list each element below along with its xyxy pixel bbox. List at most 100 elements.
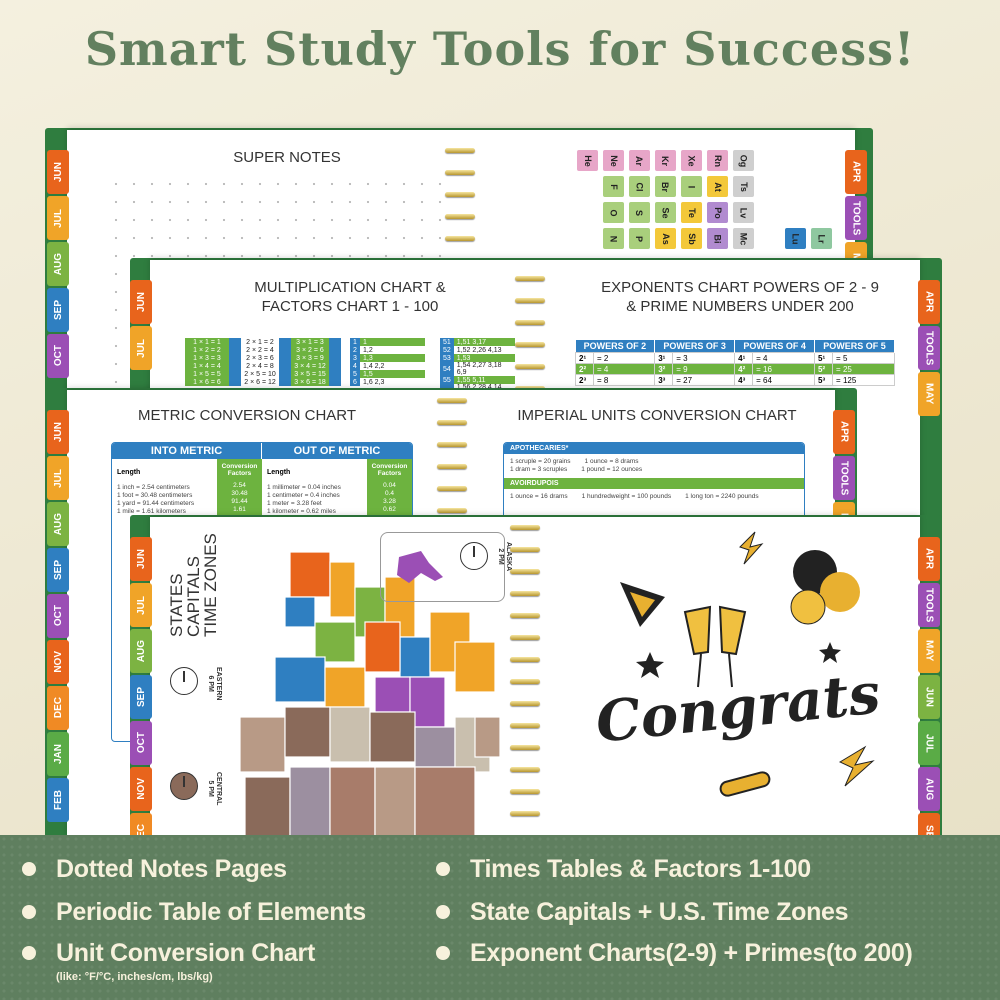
factor-header: Conversion Factors (221, 463, 258, 477)
state-shape (414, 726, 456, 768)
table-row: 53 1,53 (440, 354, 515, 362)
tab-nov[interactable]: NOV (130, 767, 152, 811)
factor-list: 1,54 2,27 3,18 6,9 (453, 362, 515, 376)
tab-apr[interactable]: APR (845, 150, 867, 194)
multiplication-cell: 2 × 5 = 10 (235, 370, 291, 378)
tab-apr[interactable]: APR (833, 410, 855, 454)
element-i: I (681, 176, 702, 197)
tab-aug[interactable]: AUG (47, 242, 69, 286)
exponent-base: 5¹ (814, 352, 834, 364)
exponent-header: POWERS OF 4 (734, 340, 816, 353)
time-zone-label: EASTERN 6 PM (207, 667, 222, 701)
tab-jan[interactable]: JAN (47, 732, 69, 776)
spiral-ring (510, 657, 540, 662)
element-at: At (707, 176, 728, 197)
tab-apr[interactable]: APR (918, 280, 940, 324)
tab-feb[interactable]: FEB (47, 778, 69, 822)
multiplication-cell: 2 × 3 = 6 (235, 354, 291, 362)
multiplication-cell: 1 × 4 = 4 (185, 362, 241, 370)
tab-jul[interactable]: JUL (918, 721, 940, 765)
conversion-row: 1 ounce = 16 drams 1 hundredweight = 100 … (510, 493, 759, 500)
tab-may[interactable]: MAY (918, 629, 940, 673)
diploma-icon (719, 771, 771, 797)
conversion-factor: 2.54 (233, 482, 246, 489)
tab-jun[interactable]: JUN (918, 675, 940, 719)
table-row: 2² = 4 3² = 9 4² = 16 5² = 25 (575, 363, 895, 375)
feature-item: Dotted Notes Pages (22, 855, 287, 883)
conversion-row: 1 foot = 30.48 centimeters (117, 492, 193, 499)
tab-oct[interactable]: OCT (130, 721, 152, 765)
tab-aug[interactable]: AUG (47, 502, 69, 546)
element-lu: Lu (785, 228, 806, 249)
state-shape (289, 766, 331, 837)
state-shape (374, 766, 416, 837)
tab-nov[interactable]: NOV (47, 640, 69, 684)
tab-aug[interactable]: AUG (918, 767, 940, 811)
tab-dec[interactable]: DEC (47, 686, 69, 730)
page-title: SUPER NOTES (233, 149, 341, 166)
tab-tools[interactable]: TOOLS (918, 583, 940, 627)
tab-sep[interactable]: SEP (130, 675, 152, 719)
tab-jun[interactable]: JUN (47, 150, 69, 194)
tab-jun[interactable]: JUN (47, 410, 69, 454)
tab-oct[interactable]: OCT (47, 334, 69, 378)
multiplication-cell: 2 × 1 = 2 (235, 338, 291, 346)
table-row: 5 1,5 (350, 370, 425, 378)
element-po: Po (707, 202, 728, 223)
exponent-value: = 16 (752, 363, 816, 375)
state-shape (274, 656, 326, 703)
element-sb: Sb (681, 228, 702, 249)
factor-list: 1,4 2,2 (360, 362, 425, 370)
tab-tools[interactable]: TOOLS (845, 196, 867, 240)
tab-aug[interactable]: AUG (130, 629, 152, 673)
feature-item: Exponent Charts(2-9) + Primes(to 200) (436, 939, 913, 967)
exponents-table: POWERS OF 2 POWERS OF 3 POWERS OF 4 POWERS … (575, 340, 895, 386)
state-shape (399, 636, 431, 678)
tab-jul[interactable]: JUL (47, 196, 69, 240)
exponent-base: 2¹ (575, 352, 594, 364)
tab-jun[interactable]: JUN (130, 280, 152, 324)
tab-jul[interactable]: JUL (130, 583, 152, 627)
tab-sep[interactable]: SEP (47, 548, 69, 592)
tab-jun[interactable]: JUN (130, 537, 152, 581)
tab-apr[interactable]: APR (918, 537, 940, 581)
tab-jul[interactable]: JUL (130, 326, 152, 370)
section-label: Length (267, 469, 291, 476)
tab-may[interactable]: MAY (918, 372, 940, 416)
factor-number: 6 (350, 378, 360, 386)
feature-item: Periodic Table of Elements (22, 898, 366, 926)
multiplication-cell: 1 × 3 = 3 (185, 354, 241, 362)
tab-sep[interactable]: SEP (47, 288, 69, 332)
conversion-row: 1 meter = 3.28 feet (267, 500, 322, 507)
tab-tools[interactable]: TOOLS (918, 326, 940, 370)
spiral-ring (445, 236, 475, 241)
tab-oct[interactable]: OCT (47, 594, 69, 638)
multiplication-cell: 3 × 1 = 3 (285, 338, 341, 346)
spiral-ring (510, 569, 540, 574)
table-row: 2 1,2 (350, 346, 425, 354)
tab-tools[interactable]: TOOLS (833, 456, 855, 500)
factor-list: 1 (360, 338, 425, 346)
element-rn: Rn (707, 150, 728, 171)
spiral-ring (510, 635, 540, 640)
exponent-base: 3² (654, 363, 674, 375)
tab-jul[interactable]: JUL (47, 456, 69, 500)
element-f: F (603, 176, 624, 197)
state-shape (329, 706, 371, 763)
spiral-ring (510, 613, 540, 618)
conversion-row: 1 kilometer = 0.62 miles (267, 508, 336, 515)
exponent-value: = 64 (752, 374, 816, 386)
element-ts: Ts (733, 176, 754, 197)
spiral-ring (445, 214, 475, 219)
element-lv: Lv (733, 202, 754, 223)
feature-item: Unit Conversion Chart (22, 939, 315, 967)
factor-list: 1,6 2,3 (360, 378, 425, 386)
spiral-ring (445, 148, 475, 153)
element-s: S (629, 202, 650, 223)
spiral-ring (437, 398, 467, 403)
